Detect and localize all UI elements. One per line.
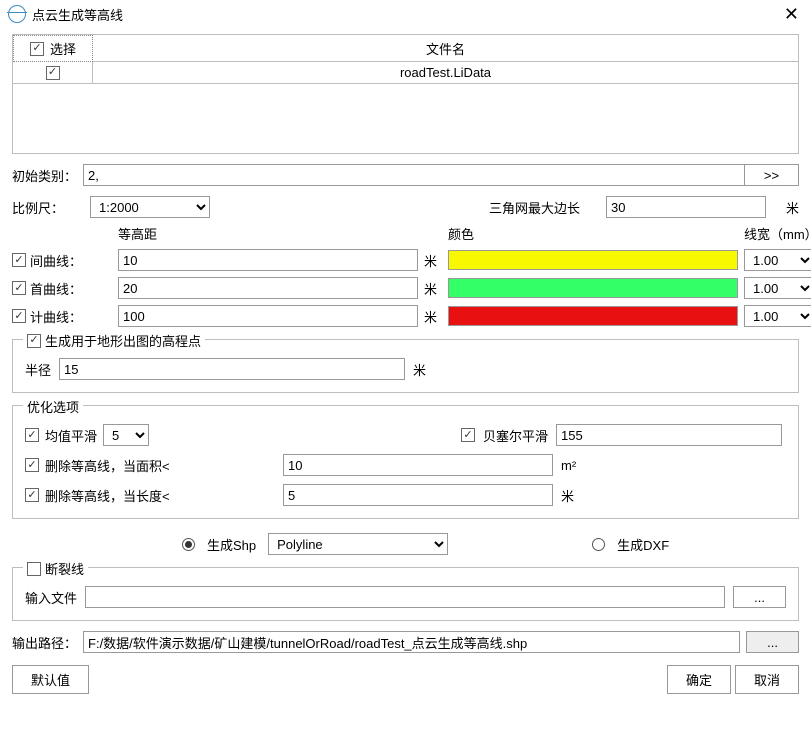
breakline-checkbox[interactable] xyxy=(27,562,41,576)
del-len-unit: 米 xyxy=(561,486,574,505)
tri-max-input[interactable] xyxy=(606,196,766,218)
bezier-input[interactable] xyxy=(556,424,782,446)
row-checkbox[interactable] xyxy=(46,66,60,80)
intermediate-checkbox[interactable] xyxy=(12,253,26,267)
breakline-group: 断裂线 输入文件 ... xyxy=(12,567,799,621)
del-area-label: 删除等高线，当面积< xyxy=(45,456,170,475)
intermediate-unit: 米 xyxy=(424,251,442,270)
ok-button[interactable]: 确定 xyxy=(667,665,731,694)
scale-label: 比例尺： xyxy=(12,198,64,217)
index-width[interactable]: 1.00 xyxy=(744,277,811,299)
optim-title: 优化选项 xyxy=(27,397,79,416)
del-len-label: 删除等高线，当长度< xyxy=(45,486,170,505)
width-header: 线宽（mm） xyxy=(744,224,811,243)
mean-smooth-checkbox[interactable] xyxy=(25,428,39,442)
bezier-checkbox[interactable] xyxy=(461,428,475,442)
elevation-label: 生成用于地形出图的高程点 xyxy=(45,331,201,350)
initial-class-input[interactable] xyxy=(83,164,745,186)
select-all-checkbox[interactable] xyxy=(30,42,44,56)
radius-unit: 米 xyxy=(413,360,426,379)
shp-type-select[interactable]: Polyline xyxy=(268,533,448,555)
interval-header: 等高距 xyxy=(118,224,418,243)
index-color[interactable] xyxy=(448,278,738,298)
output-browse-button[interactable]: ... xyxy=(746,631,799,653)
dialog-title: 点云生成等高线 xyxy=(32,5,780,24)
cancel-button[interactable]: 取消 xyxy=(735,665,799,694)
count-input[interactable] xyxy=(118,305,418,327)
intermediate-input[interactable] xyxy=(118,249,418,271)
initial-class-expand-button[interactable]: >> xyxy=(745,164,799,186)
tri-max-label: 三角网最大边长 xyxy=(489,198,580,217)
index-label: 首曲线： xyxy=(30,279,82,298)
color-header: 颜色 xyxy=(448,224,738,243)
breakline-file-label: 输入文件 xyxy=(25,588,77,607)
del-area-unit: m² xyxy=(561,458,576,473)
scale-select[interactable]: 1:2000 xyxy=(90,196,210,218)
initial-class-label: 初始类别： xyxy=(12,166,77,185)
del-len-input[interactable] xyxy=(283,484,553,506)
close-button[interactable]: ✕ xyxy=(780,4,803,25)
file-table: 选择 文件名 roadTest.LiData xyxy=(12,34,799,154)
index-unit: 米 xyxy=(424,279,442,298)
intermediate-label: 间曲线： xyxy=(30,251,82,270)
table-row: roadTest.LiData xyxy=(13,62,798,84)
intermediate-color[interactable] xyxy=(448,250,738,270)
intermediate-width[interactable]: 1.00 xyxy=(744,249,811,271)
optim-group: 优化选项 均值平滑 5 贝塞尔平滑 删除等高线，当面积< m² xyxy=(12,405,799,519)
bezier-label: 贝塞尔平滑 xyxy=(483,426,548,445)
shp-label: 生成Shp xyxy=(207,535,256,554)
shp-radio[interactable] xyxy=(182,538,195,551)
elevation-group: 生成用于地形出图的高程点 半径 米 xyxy=(12,339,799,393)
elevation-checkbox[interactable] xyxy=(27,334,41,348)
titlebar: 点云生成等高线 ✕ xyxy=(0,0,811,28)
breakline-browse-button[interactable]: ... xyxy=(733,586,786,608)
breakline-label: 断裂线 xyxy=(45,559,84,578)
app-logo xyxy=(8,5,26,23)
mean-smooth-label: 均值平滑 xyxy=(45,426,97,445)
index-input[interactable] xyxy=(118,277,418,299)
dialog: 点云生成等高线 ✕ 选择 文件名 roadTest.LiData 初始类别： >… xyxy=(0,0,811,737)
col-select-header[interactable]: 选择 xyxy=(13,35,93,62)
del-len-checkbox[interactable] xyxy=(25,488,39,502)
index-checkbox[interactable] xyxy=(12,281,26,295)
dxf-label: 生成DXF xyxy=(617,535,669,554)
count-color[interactable] xyxy=(448,306,738,326)
row-filename: roadTest.LiData xyxy=(93,62,798,84)
dxf-radio[interactable] xyxy=(592,538,605,551)
radius-input[interactable] xyxy=(59,358,405,380)
output-path-label: 输出路径： xyxy=(12,633,77,652)
count-checkbox[interactable] xyxy=(12,309,26,323)
defaults-button[interactable]: 默认值 xyxy=(12,665,89,694)
del-area-checkbox[interactable] xyxy=(25,458,39,472)
mean-smooth-select[interactable]: 5 xyxy=(103,424,149,446)
del-area-input[interactable] xyxy=(283,454,553,476)
tri-max-unit: 米 xyxy=(786,198,799,217)
count-label: 计曲线： xyxy=(30,307,82,326)
count-width[interactable]: 1.00 xyxy=(744,305,811,327)
count-unit: 米 xyxy=(424,307,442,326)
output-path-input[interactable] xyxy=(83,631,740,653)
radius-label: 半径 xyxy=(25,360,51,379)
col-filename-header[interactable]: 文件名 xyxy=(93,35,798,62)
breakline-file-input[interactable] xyxy=(85,586,725,608)
select-header-label: 选择 xyxy=(50,39,76,58)
